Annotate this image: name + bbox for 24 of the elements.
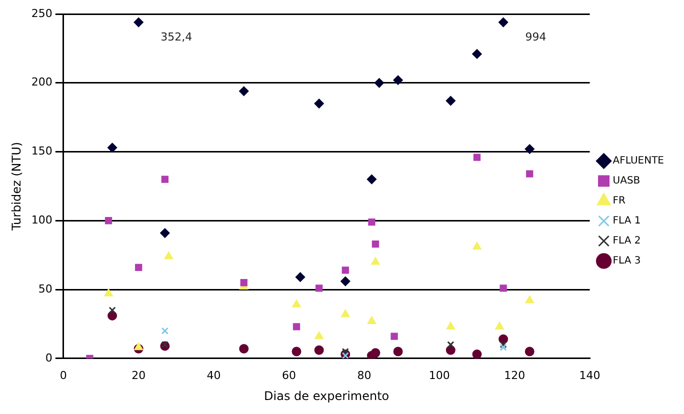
- y-tick-label: 150: [31, 144, 52, 158]
- x-tick-label: 100: [428, 368, 450, 382]
- legend-label: FLA 3: [612, 256, 641, 267]
- x-tick-label: 0: [60, 368, 67, 382]
- annotation: 352,4: [160, 30, 192, 44]
- y-tick-label: 100: [31, 214, 52, 226]
- y-tick-label: 250: [31, 6, 52, 20]
- y-tick-label: 0: [45, 351, 52, 364]
- legend-label: FLA 1: [612, 216, 641, 227]
- legend-label: FR: [612, 196, 626, 207]
- x-tick-label: 20: [132, 368, 146, 382]
- legend-label: UASB: [612, 176, 640, 187]
- annotation: 994: [525, 30, 546, 44]
- y-tick-label: 50: [38, 282, 52, 296]
- legend-label: AFLUENTE: [612, 156, 664, 167]
- x-tick-label: 120: [504, 368, 526, 382]
- y-tick-label: 200: [31, 76, 52, 89]
- x-tick-label: 40: [206, 368, 221, 382]
- legend-label: FLA 2: [612, 236, 641, 247]
- x-tick-label: 80: [357, 368, 372, 382]
- y-axis-title: Turbidez (NTU): [9, 142, 24, 232]
- x-tick-label: 60: [282, 368, 296, 382]
- x-tick-label: 140: [579, 368, 600, 382]
- x-axis-title: Dias de experimento: [264, 388, 390, 403]
